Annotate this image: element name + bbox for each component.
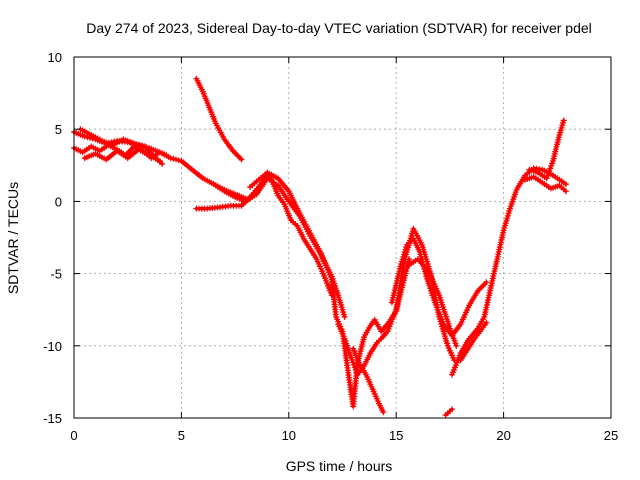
series-arc-5 [193, 75, 245, 163]
x-tick-label: 10 [282, 428, 296, 443]
series-arc-16 [526, 117, 567, 182]
data-series [71, 75, 569, 419]
y-tick-label: 10 [48, 50, 62, 65]
series-arc-10 [350, 345, 387, 416]
grid-lines [74, 57, 611, 418]
x-tick-label: 20 [496, 428, 510, 443]
x-axis: 0 5 10 15 20 25 [70, 57, 618, 443]
series-arc-3 [77, 126, 166, 167]
series-arc-15 [457, 319, 490, 364]
x-axis-label: GPS time / hours [286, 458, 393, 474]
x-tick-label: 25 [604, 428, 618, 443]
series-arc-17 [522, 173, 569, 195]
series-markers [449, 165, 569, 378]
series-markers [457, 319, 490, 364]
y-tick-label: 5 [55, 122, 62, 137]
series-markers [193, 75, 245, 163]
series-markers [81, 146, 163, 164]
chart-title: Day 274 of 2023, Sidereal Day-to-day VTE… [86, 20, 592, 36]
series-markers [526, 117, 567, 182]
plot-frame [73, 56, 612, 419]
series-markers [350, 345, 387, 416]
y-axis-label: SDTVAR / TECUs [5, 182, 21, 294]
series-markers [193, 171, 335, 299]
y-tick-label: 0 [55, 194, 62, 209]
x-tick-label: 5 [178, 428, 185, 443]
series-arc-11 [388, 235, 490, 339]
y-tick-label: -10 [43, 339, 62, 354]
series-arc-14 [449, 165, 569, 378]
series-arc-13 [442, 406, 455, 419]
x-tick-label: 15 [389, 428, 403, 443]
y-tick-label: -5 [50, 267, 62, 282]
series-arc-12 [403, 256, 460, 349]
series-arc-6 [193, 171, 335, 299]
y-tick-label: -15 [43, 411, 62, 426]
series-markers [442, 406, 455, 419]
series-markers [403, 256, 460, 349]
y-axis: 10 5 0 -5 -10 -15 [43, 50, 611, 426]
x-tick-label: 0 [70, 428, 77, 443]
series-arc-4 [81, 146, 163, 164]
series-markers [522, 173, 569, 195]
series-markers [388, 235, 490, 339]
series-line [444, 407, 454, 417]
